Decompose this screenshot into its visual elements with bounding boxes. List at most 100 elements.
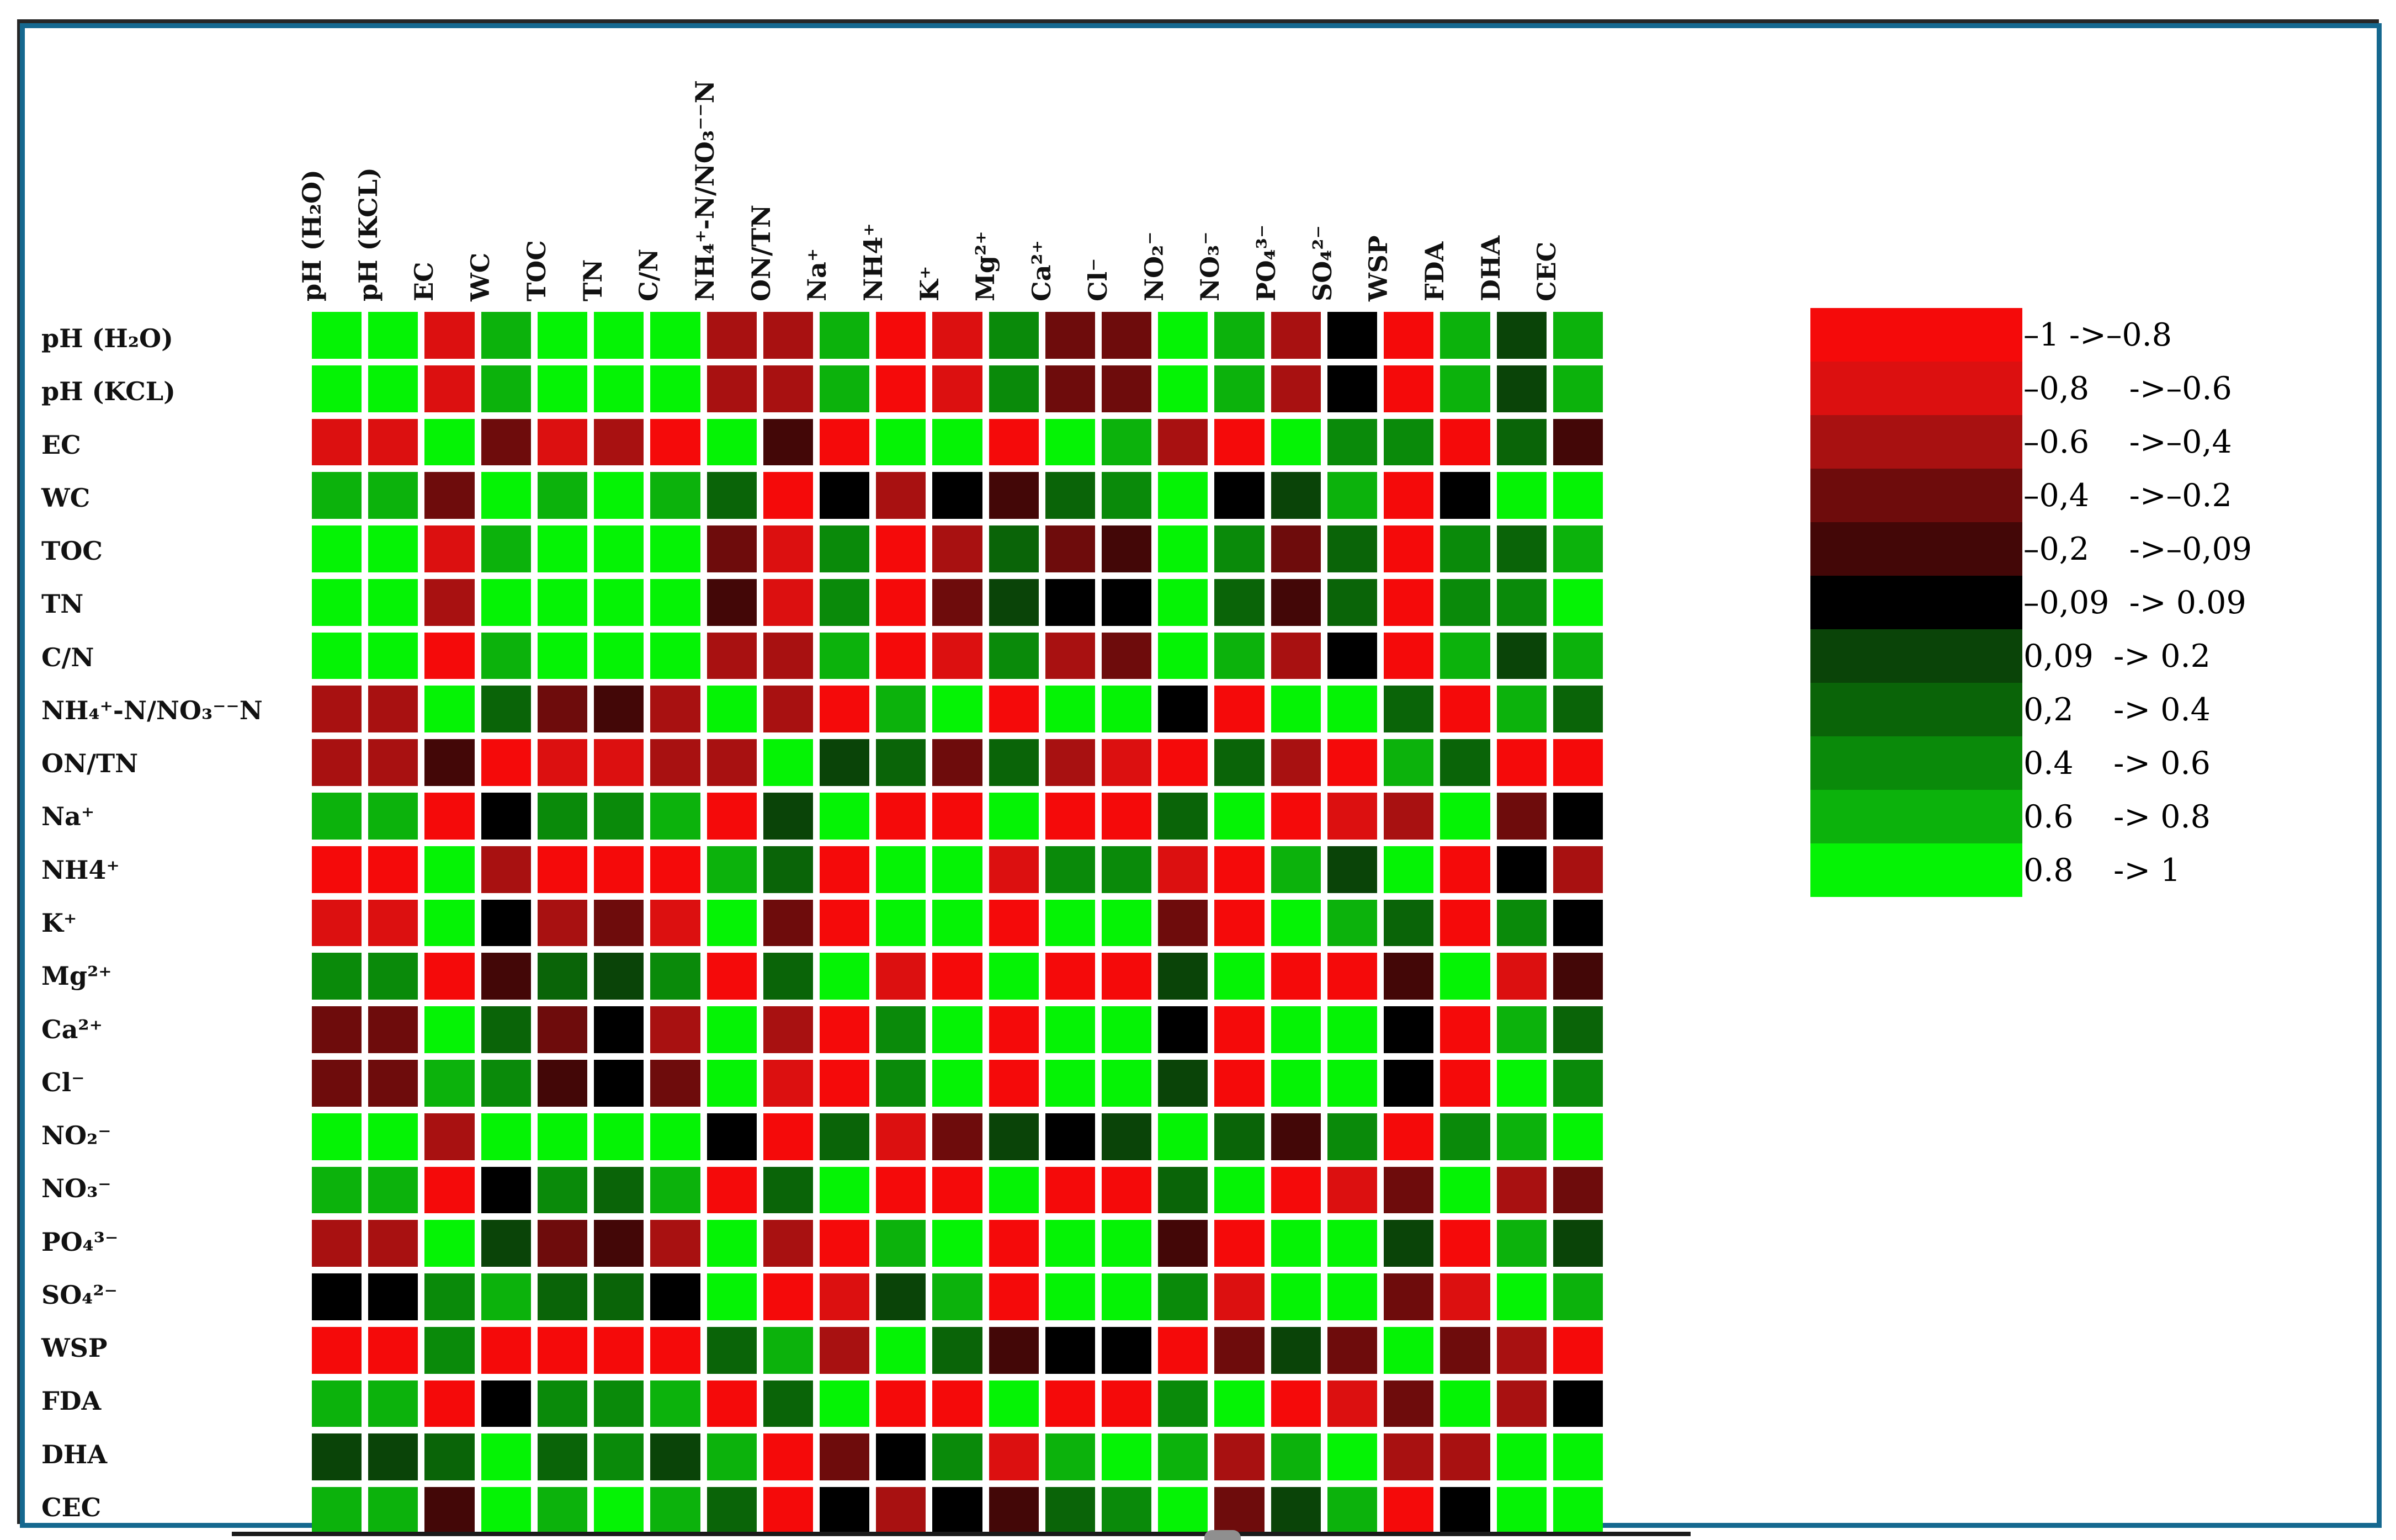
heatmap-cell-23-18 — [1271, 1487, 1321, 1534]
heatmap-cell-4-16 — [1158, 472, 1208, 519]
heatmap-cell-17-3 — [424, 1166, 475, 1214]
heatmap-cell-3-22 — [1496, 418, 1547, 466]
heatmap-cell-15-23 — [1553, 1059, 1603, 1107]
heatmap-cell-22-10 — [819, 1433, 870, 1481]
heatmap-cell-18-6 — [594, 1220, 644, 1267]
heatmap-cell-10-6 — [594, 793, 644, 840]
heatmap-cell-22-4 — [481, 1433, 531, 1481]
heatmap-cell-17-13 — [989, 1166, 1039, 1214]
heatmap-cell-11-5 — [537, 846, 588, 893]
heatmap-cell-4-2 — [368, 472, 418, 519]
heatmap-cell-6-6 — [594, 578, 644, 626]
heatmap-cell-7-10 — [819, 632, 870, 679]
heatmap-cell-5-20 — [1384, 525, 1434, 572]
heatmap-cell-2-12 — [932, 365, 982, 412]
heatmap-cell-18-12 — [932, 1220, 982, 1267]
heatmap-cell-18-10 — [819, 1220, 870, 1267]
heatmap-cell-23-2 — [368, 1487, 418, 1534]
heatmap-cell-19-1 — [312, 1273, 362, 1320]
heatmap-cell-5-9 — [763, 525, 813, 572]
heatmap-cell-4-5 — [537, 472, 588, 519]
heatmap-cell-2-1 — [312, 365, 362, 412]
heatmap-cell-11-8 — [706, 846, 757, 893]
heatmap-cell-5-14 — [1045, 525, 1096, 572]
heatmap-cell-10-17 — [1214, 793, 1265, 840]
heatmap-cell-13-8 — [706, 953, 757, 1000]
heatmap-cell-2-4 — [481, 365, 531, 412]
heatmap-cell-20-8 — [706, 1326, 757, 1374]
heatmap-cell-18-13 — [989, 1220, 1039, 1267]
heatmap-cell-1-4 — [481, 312, 531, 359]
heatmap-cell-18-18 — [1271, 1220, 1321, 1267]
column-label-17: NO₃⁻ — [1195, 231, 1225, 301]
heatmap-cell-13-19 — [1327, 953, 1378, 1000]
legend-range-label-8: 0.4 -> 0.6 — [2023, 745, 2211, 782]
legend-swatch-10 — [1810, 843, 2022, 897]
heatmap-cell-7-1 — [312, 632, 362, 679]
heatmap-cell-12-18 — [1271, 899, 1321, 947]
column-label-3: EC — [409, 262, 439, 301]
heatmap-cell-19-20 — [1384, 1273, 1434, 1320]
heatmap-cell-14-1 — [312, 1006, 362, 1053]
row-label-7: C/N — [41, 642, 94, 672]
heatmap-cell-4-4 — [481, 472, 531, 519]
heatmap-cell-11-7 — [650, 846, 700, 893]
row-label-1: pH (H₂O) — [41, 323, 173, 354]
heatmap-cell-1-7 — [650, 312, 700, 359]
heatmap-cell-6-5 — [537, 578, 588, 626]
row-label-10: Na⁺ — [41, 801, 95, 832]
heatmap-cell-23-12 — [932, 1487, 982, 1534]
heatmap-cell-13-3 — [424, 953, 475, 1000]
heatmap-cell-15-9 — [763, 1059, 813, 1107]
heatmap-cell-10-14 — [1045, 793, 1096, 840]
heatmap-cell-20-7 — [650, 1326, 700, 1374]
heatmap-cell-22-7 — [650, 1433, 700, 1481]
heatmap-cell-16-1 — [312, 1113, 362, 1160]
heatmap-cell-1-8 — [706, 312, 757, 359]
heatmap-cell-9-1 — [312, 739, 362, 787]
row-label-16: NO₂⁻ — [41, 1121, 111, 1151]
heatmap-cell-6-17 — [1214, 578, 1265, 626]
heatmap-cell-10-9 — [763, 793, 813, 840]
heatmap-cell-21-17 — [1214, 1380, 1265, 1427]
heatmap-cell-11-17 — [1214, 846, 1265, 893]
heatmap-cell-7-11 — [876, 632, 926, 679]
heatmap-cell-6-1 — [312, 578, 362, 626]
heatmap-cell-19-10 — [819, 1273, 870, 1320]
heatmap-cell-17-5 — [537, 1166, 588, 1214]
heatmap-cell-3-3 — [424, 418, 475, 466]
row-label-4: WC — [41, 482, 91, 513]
heatmap-cell-5-4 — [481, 525, 531, 572]
heatmap-cell-17-18 — [1271, 1166, 1321, 1214]
heatmap-cell-16-12 — [932, 1113, 982, 1160]
heatmap-cell-15-1 — [312, 1059, 362, 1107]
heatmap-cell-20-14 — [1045, 1326, 1096, 1374]
heatmap-cell-8-13 — [989, 686, 1039, 733]
heatmap-grid — [312, 312, 1603, 1534]
heatmap-cell-1-16 — [1158, 312, 1208, 359]
column-label-21: FDA — [1420, 241, 1449, 301]
column-label-14: Ca²⁺ — [1027, 240, 1057, 301]
heatmap-cell-6-21 — [1440, 578, 1490, 626]
heatmap-cell-13-21 — [1440, 953, 1490, 1000]
heatmap-cell-15-17 — [1214, 1059, 1265, 1107]
heatmap-cell-19-17 — [1214, 1273, 1265, 1320]
heatmap-cell-1-10 — [819, 312, 870, 359]
heatmap-cell-12-17 — [1214, 899, 1265, 947]
heatmap-cell-20-22 — [1496, 1326, 1547, 1374]
heatmap-cell-14-6 — [594, 1006, 644, 1053]
heatmap-cell-18-9 — [763, 1220, 813, 1267]
heatmap-cell-12-6 — [594, 899, 644, 947]
heatmap-cell-6-10 — [819, 578, 870, 626]
heatmap-cell-13-15 — [1102, 953, 1152, 1000]
heatmap-cell-3-17 — [1214, 418, 1265, 466]
heatmap-cell-14-5 — [537, 1006, 588, 1053]
heatmap-cell-21-20 — [1384, 1380, 1434, 1427]
heatmap-cell-1-20 — [1384, 312, 1434, 359]
heatmap-cell-16-11 — [876, 1113, 926, 1160]
heatmap-cell-13-1 — [312, 953, 362, 1000]
heatmap-cell-18-3 — [424, 1220, 475, 1267]
heatmap-cell-10-18 — [1271, 793, 1321, 840]
heatmap-cell-22-9 — [763, 1433, 813, 1481]
heatmap-cell-10-15 — [1102, 793, 1152, 840]
